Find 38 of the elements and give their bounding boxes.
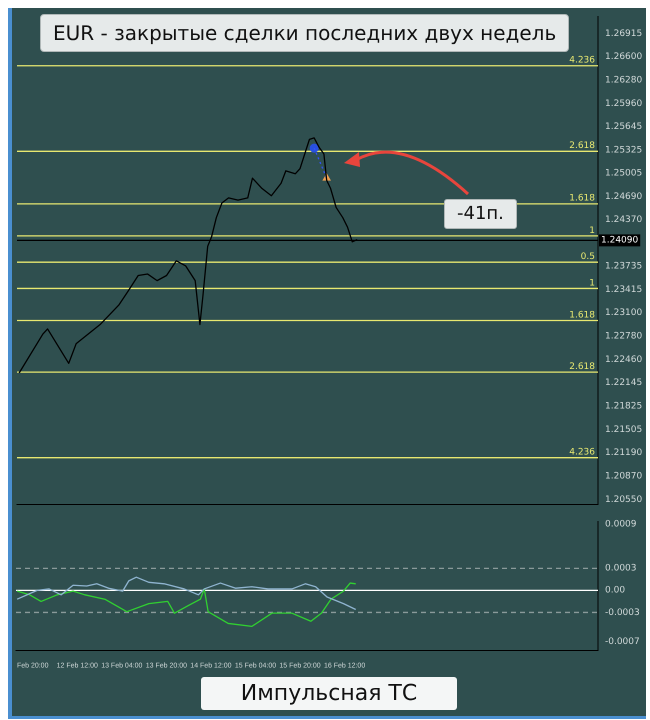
y-tick-label: 1.23100 [605,308,642,318]
annotation: -41п. [444,199,517,229]
annotation: 2.618 [569,141,596,152]
y-tick-label: 1.25325 [605,145,642,156]
annotation: 4.236 [569,448,596,458]
y-tick-label: 1.21825 [605,402,642,412]
annotation: 0.5 [580,252,595,262]
y-tick-label: 1.20550 [605,494,642,505]
y-tick-label: 1.24370 [605,215,642,226]
annotation: 1.618 [569,194,596,204]
y-tick-label: -0.0003 [605,608,640,618]
y-tick-label: 1.20870 [605,471,642,482]
annotation: 2.618 [569,362,596,372]
y-tick-label: 1.22460 [605,355,642,366]
y-tick-label: 0.0009 [605,520,637,530]
y-tick-label: 1.25960 [605,98,642,109]
y-tick-label: 0.00 [605,586,626,596]
annotation: 1 [589,226,595,236]
y-tick-label: 1.26915 [605,28,642,39]
y-tick-label: 1.25645 [605,122,642,132]
ref-line-label: 1.24090 [601,236,638,246]
chart-title: EUR - закрытые сделки последних двух недель [40,14,570,52]
y-tick-label: 1.23415 [605,285,642,296]
y-tick-label: 1.21505 [605,424,642,435]
y-tick-label: 1.22145 [605,378,642,388]
annotation: 4.236 [569,56,596,66]
y-tick-label: 1.26600 [605,52,642,62]
annotation: 1.618 [569,310,596,320]
y-tick-label: 0.0003 [605,564,636,574]
text: Импульсная ТС [200,677,458,710]
y-tick-label: -0.0007 [605,637,640,648]
y-tick-label: 1.24690 [605,192,642,202]
annotation: 1 [589,278,595,288]
y-tick-label: 1.21190 [605,448,642,458]
y-tick-label: 1.26280 [605,75,642,86]
y-tick-label: 1.23735 [605,262,642,272]
y-tick-label: 1.22780 [605,332,642,342]
y-tick-label: 1.25005 [605,168,642,179]
